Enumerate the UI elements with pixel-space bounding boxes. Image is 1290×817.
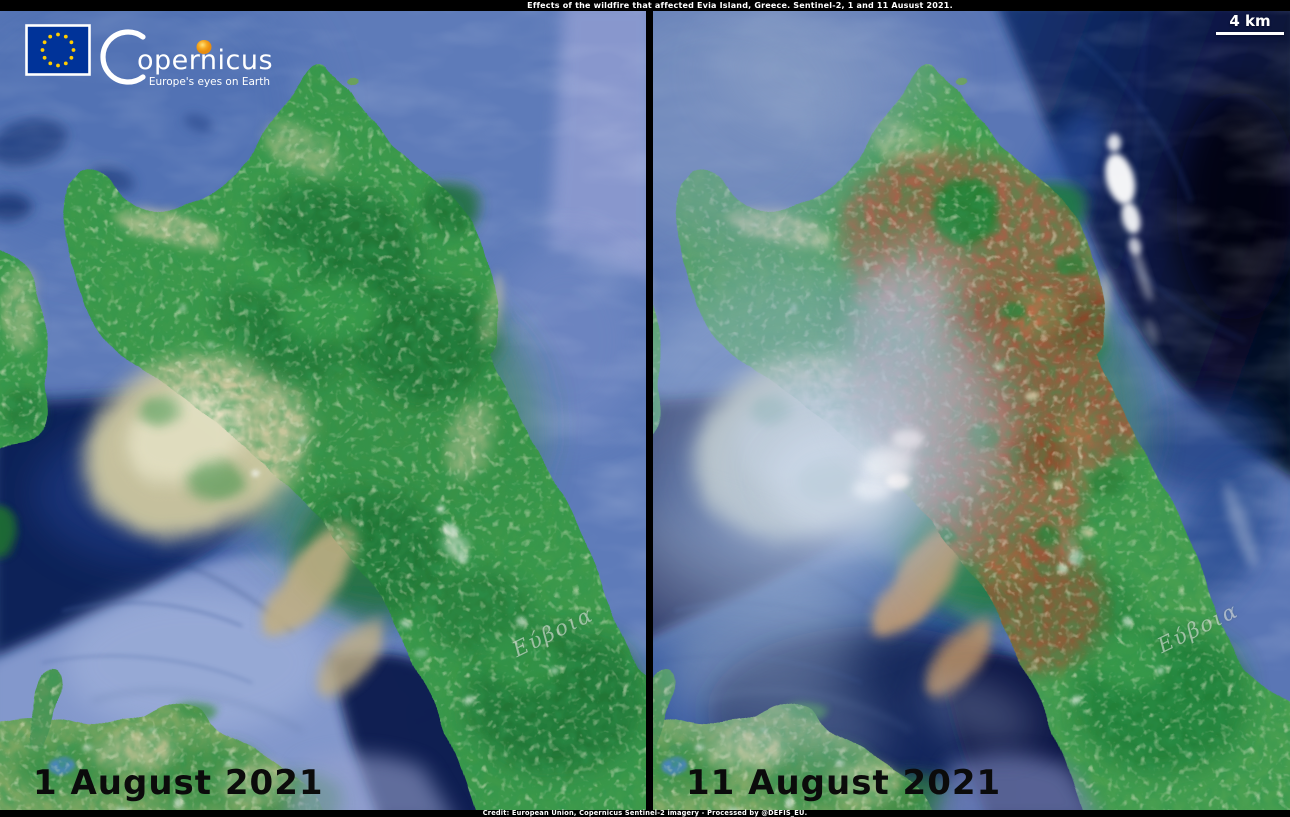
credit-bar: Credit: European Union, Copernicus Senti… bbox=[0, 809, 1290, 817]
scale-bar-label: 4 km bbox=[1229, 12, 1271, 30]
copernicus-logo: opernicus Europe's eyes on Earth bbox=[25, 24, 306, 96]
date-label-before: 1 August 2021 bbox=[33, 763, 324, 803]
satellite-scene bbox=[0, 11, 646, 810]
eu-flag-icon bbox=[25, 24, 91, 76]
copernicus-tagline: Europe's eyes on Earth bbox=[149, 76, 270, 88]
date-label-after: 11 August 2021 bbox=[686, 763, 1002, 803]
credit-text: Credit: European Union, Copernicus Senti… bbox=[482, 809, 808, 817]
satellite-scene bbox=[653, 11, 1290, 810]
scale-bar-line bbox=[1216, 32, 1284, 35]
header-title: Effects of the wildfire that affected Ev… bbox=[527, 1, 953, 10]
satellite-panel-before bbox=[0, 11, 646, 810]
smoke-plume bbox=[653, 11, 1036, 769]
copernicus-wordmark: opernicus Europe's eyes on Earth bbox=[100, 29, 273, 88]
header-bar: Effects of the wildfire that affected Ev… bbox=[0, 0, 1290, 11]
panel-divider bbox=[646, 11, 653, 810]
copernicus-sun-icon bbox=[196, 40, 212, 54]
copernicus-c-swoosh bbox=[100, 29, 146, 85]
satellite-panel-after bbox=[653, 11, 1290, 810]
cloud-puffs bbox=[1105, 134, 1258, 569]
